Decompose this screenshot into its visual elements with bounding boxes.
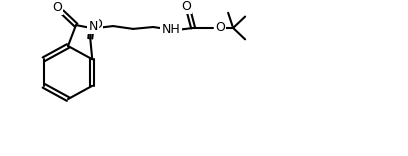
Text: O: O xyxy=(181,0,191,13)
Text: O: O xyxy=(215,22,225,34)
Text: O: O xyxy=(92,18,102,31)
Text: N: N xyxy=(89,20,98,33)
Text: O: O xyxy=(52,1,62,14)
Text: NH: NH xyxy=(162,23,180,36)
